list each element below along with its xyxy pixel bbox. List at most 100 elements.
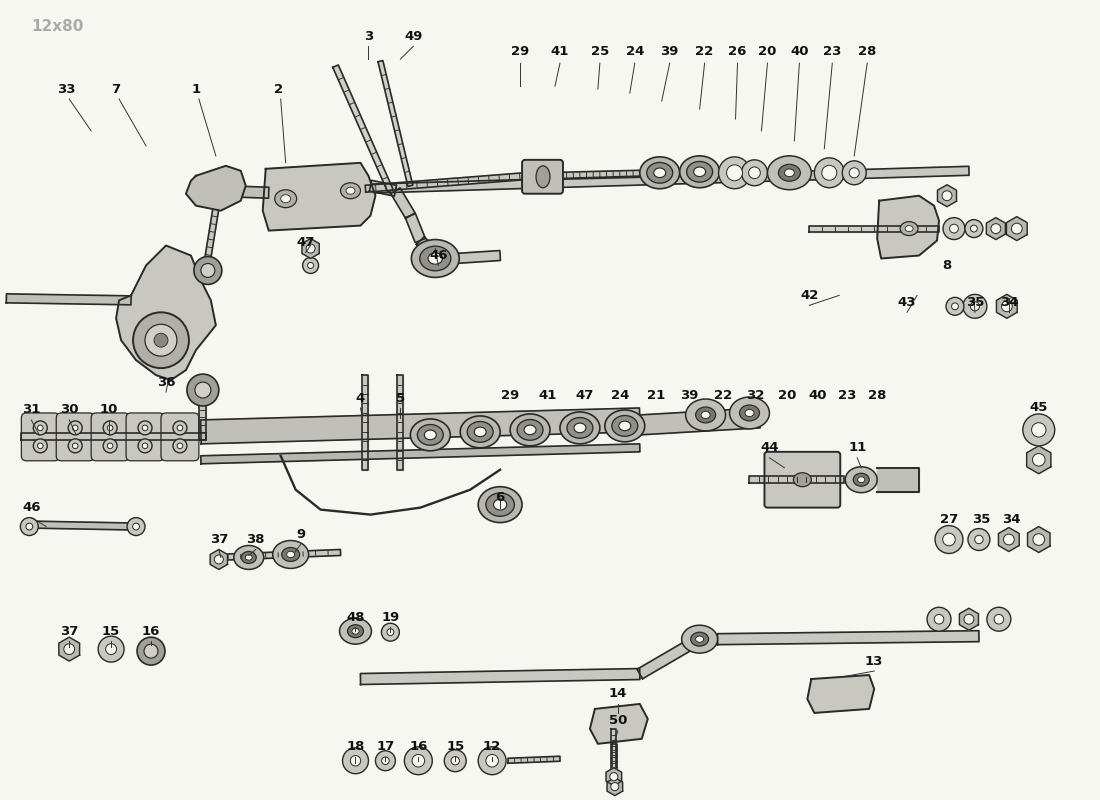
Ellipse shape (691, 632, 708, 646)
Circle shape (610, 782, 619, 790)
Polygon shape (210, 550, 228, 570)
Text: 12: 12 (483, 740, 502, 754)
FancyBboxPatch shape (764, 452, 840, 508)
Circle shape (308, 262, 314, 269)
Polygon shape (202, 208, 219, 271)
Ellipse shape (900, 222, 918, 235)
Circle shape (387, 629, 394, 635)
Circle shape (187, 374, 219, 406)
Circle shape (73, 425, 78, 430)
Circle shape (970, 302, 979, 311)
Polygon shape (117, 246, 216, 380)
Circle shape (382, 623, 399, 641)
Circle shape (987, 607, 1011, 631)
Circle shape (927, 607, 952, 631)
Polygon shape (378, 61, 412, 186)
Text: 42: 42 (800, 289, 818, 302)
Ellipse shape (478, 486, 522, 522)
Polygon shape (807, 675, 874, 713)
Text: 23: 23 (823, 45, 842, 58)
Ellipse shape (340, 618, 372, 644)
Ellipse shape (619, 421, 630, 430)
Circle shape (103, 421, 117, 435)
Circle shape (68, 439, 82, 453)
Text: 28: 28 (868, 389, 887, 402)
Circle shape (138, 421, 152, 435)
Ellipse shape (858, 477, 865, 482)
Ellipse shape (494, 499, 507, 510)
Circle shape (609, 773, 618, 781)
Circle shape (1011, 223, 1022, 234)
Ellipse shape (680, 156, 719, 188)
Ellipse shape (701, 411, 711, 418)
Polygon shape (390, 188, 415, 218)
Text: 40: 40 (790, 45, 808, 58)
Ellipse shape (695, 407, 716, 423)
Circle shape (970, 225, 977, 232)
Text: 46: 46 (22, 501, 41, 514)
Ellipse shape (779, 164, 801, 182)
Ellipse shape (411, 239, 459, 278)
Text: 11: 11 (848, 442, 867, 454)
Text: 29: 29 (512, 45, 529, 58)
Polygon shape (959, 608, 978, 630)
Circle shape (943, 218, 965, 239)
Circle shape (1033, 454, 1045, 466)
Circle shape (405, 746, 432, 774)
Ellipse shape (768, 156, 812, 190)
Text: 24: 24 (626, 45, 644, 58)
Text: 31: 31 (22, 403, 41, 417)
Polygon shape (186, 166, 245, 210)
Text: 47: 47 (296, 236, 315, 249)
Text: 37: 37 (210, 533, 228, 546)
Polygon shape (30, 521, 136, 530)
FancyBboxPatch shape (522, 160, 563, 194)
Ellipse shape (486, 493, 515, 516)
Polygon shape (717, 630, 979, 645)
Circle shape (173, 439, 187, 453)
Text: 37: 37 (60, 625, 78, 638)
Circle shape (73, 443, 78, 449)
Circle shape (943, 534, 955, 546)
FancyBboxPatch shape (126, 413, 164, 461)
Polygon shape (405, 214, 426, 242)
Polygon shape (397, 375, 404, 470)
Ellipse shape (729, 397, 769, 429)
Text: 14: 14 (608, 687, 627, 701)
Polygon shape (590, 704, 648, 744)
Text: 44: 44 (760, 442, 779, 454)
Text: 33: 33 (57, 82, 76, 95)
Polygon shape (606, 768, 621, 786)
Polygon shape (211, 186, 268, 198)
Polygon shape (216, 550, 341, 561)
Polygon shape (365, 166, 969, 194)
Text: 35: 35 (966, 296, 984, 309)
Text: 24: 24 (610, 389, 629, 402)
Circle shape (382, 757, 389, 765)
Circle shape (1003, 534, 1014, 545)
Ellipse shape (287, 551, 295, 558)
Ellipse shape (234, 546, 264, 570)
Circle shape (144, 644, 158, 658)
Polygon shape (987, 218, 1005, 239)
FancyBboxPatch shape (56, 413, 95, 461)
Text: 34: 34 (1000, 296, 1019, 309)
Text: 50: 50 (608, 714, 627, 727)
Ellipse shape (605, 410, 645, 442)
Text: 41: 41 (551, 45, 569, 58)
Circle shape (478, 746, 506, 774)
Circle shape (98, 636, 124, 662)
Circle shape (949, 224, 958, 233)
Ellipse shape (474, 427, 486, 437)
Text: 47: 47 (575, 389, 594, 402)
Circle shape (145, 324, 177, 356)
Circle shape (718, 157, 750, 189)
Ellipse shape (282, 547, 299, 562)
Circle shape (822, 166, 837, 180)
Circle shape (964, 614, 974, 624)
Polygon shape (333, 65, 393, 192)
Circle shape (201, 263, 214, 278)
Text: 16: 16 (409, 740, 428, 754)
Circle shape (177, 425, 183, 430)
Text: 40: 40 (808, 389, 826, 402)
